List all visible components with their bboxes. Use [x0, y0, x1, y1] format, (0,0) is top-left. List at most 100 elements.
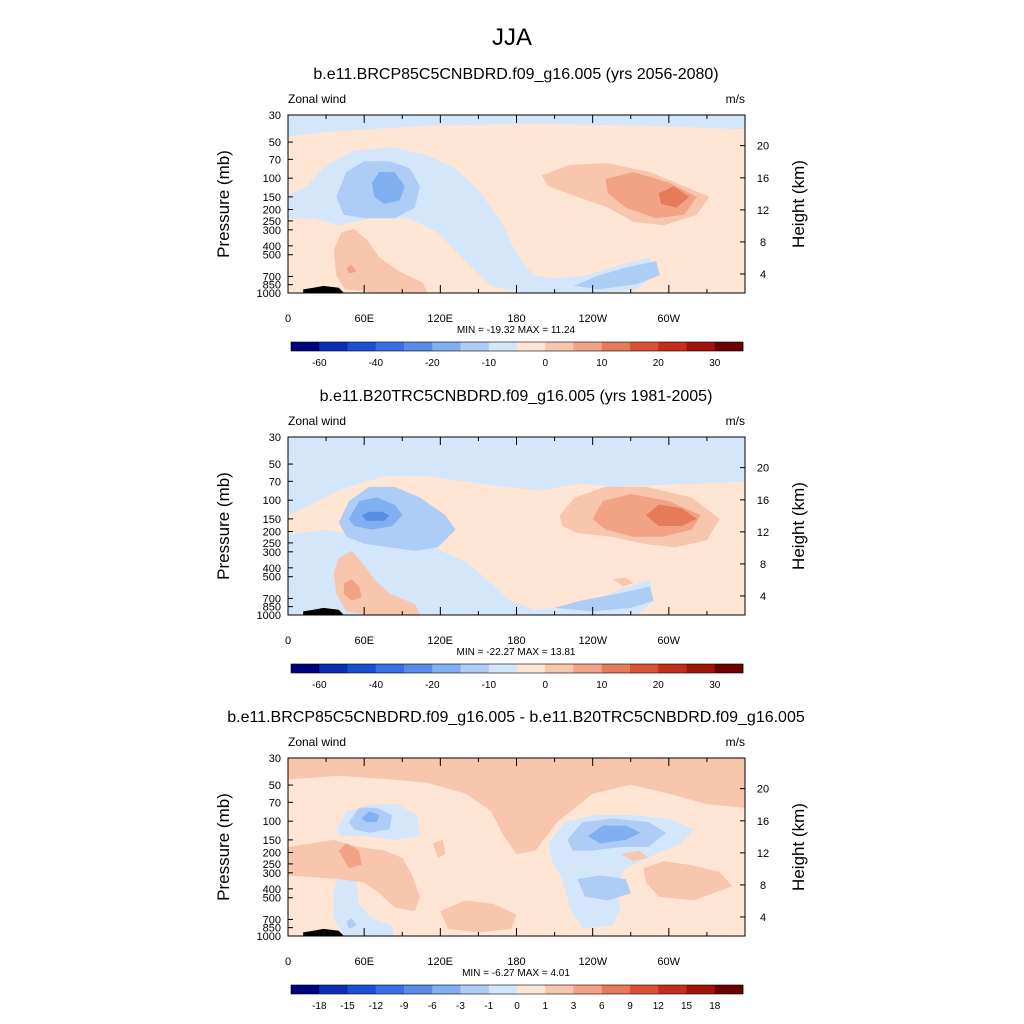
colorbar-swatch: [630, 342, 659, 351]
pressure-tick-label: 200: [263, 527, 281, 539]
min-max-stats: MIN = -22.27 MAX = 13.81: [457, 647, 576, 658]
pressure-tick-label: 100: [263, 495, 281, 507]
colorbar-swatch: [404, 342, 433, 351]
pressure-tick-label: 200: [263, 848, 281, 860]
contour-region: [587, 825, 641, 844]
left-label: Zonal wind: [288, 735, 346, 749]
left-label: Zonal wind: [288, 92, 346, 106]
colorbar-label: 30: [709, 680, 721, 691]
height-tick-label: 20: [757, 463, 769, 475]
pressure-tick-label: 30: [269, 432, 281, 444]
pressure-tick-label: 300: [263, 225, 281, 237]
contour-region: [288, 115, 745, 137]
contour-region: [288, 839, 420, 912]
x-tick-label: 120W: [578, 313, 607, 325]
y-axis-label-left: Pressure (mb): [214, 472, 233, 580]
pressure-tick-label: 1000: [257, 610, 281, 622]
height-tick-label: 4: [760, 591, 766, 603]
plot-area: [288, 115, 745, 293]
height-tick-label: 16: [757, 495, 769, 507]
contour-region: [573, 261, 660, 290]
x-tick-label: 60E: [355, 635, 375, 647]
y-axis-label-left: Pressure (mb): [214, 793, 233, 901]
colorbar-swatch: [347, 342, 377, 351]
panel-title: b.e11.BRCP85C5CNBDRD.f09_g16.005 (yrs 20…: [313, 66, 718, 83]
units-label: m/s: [726, 92, 745, 106]
x-tick-label: 180: [507, 956, 525, 968]
x-tick-label: 180: [507, 635, 525, 647]
colorbar-swatch: [517, 985, 546, 994]
pressure-tick-label: 70: [269, 797, 281, 809]
min-max-stats: MIN = -19.32 MAX = 11.24: [457, 325, 576, 336]
contour-region: [613, 577, 634, 587]
x-tick-label: 120W: [578, 635, 607, 647]
panels: b.e11.BRCP85C5CNBDRD.f09_g16.005 (yrs 20…: [214, 66, 808, 1012]
colorbar-swatch: [517, 342, 546, 351]
contour-region: [346, 918, 357, 929]
colorbar-swatch: [347, 664, 377, 673]
height-tick-label: 8: [760, 237, 766, 249]
colorbar-swatch: [658, 342, 687, 351]
pressure-tick-label: 150: [263, 192, 281, 204]
colorbar-label: 6: [599, 1001, 605, 1012]
pressure-tick-label: 1000: [257, 931, 281, 943]
colorbar-label: 10: [596, 680, 608, 691]
pressure-tick-label: 70: [269, 476, 281, 488]
colorbar-label: 0: [514, 1001, 520, 1012]
colorbar-swatch: [573, 664, 603, 673]
colorbar-swatch: [432, 985, 461, 994]
contour-region: [333, 228, 428, 293]
colorbar-label: -18: [312, 1001, 327, 1012]
chart-panel-1: b.e11.BRCP85C5CNBDRD.f09_g16.005 (yrs 20…: [214, 66, 808, 369]
colorbar-swatch: [460, 985, 490, 994]
terrain-mask: [303, 285, 344, 293]
pressure-tick-label: 850: [263, 602, 281, 614]
colorbar-frame: [290, 984, 744, 995]
colorbar-swatch: [714, 985, 744, 994]
height-tick-label: 12: [757, 527, 769, 539]
colorbar-label: 3: [571, 1001, 577, 1012]
height-tick-label: 4: [760, 269, 766, 281]
colorbar-label: 15: [681, 1001, 693, 1012]
contour-region: [646, 504, 697, 526]
x-tick-label: 120E: [427, 635, 453, 647]
x-tick-label: 180: [507, 313, 525, 325]
pressure-tick-label: 850: [263, 923, 281, 935]
colorbar-label: 20: [653, 358, 665, 369]
contour-region: [288, 437, 745, 516]
colorbar-swatch: [601, 664, 631, 673]
colorbar-swatch: [460, 342, 490, 351]
x-tick-label: 0: [285, 313, 291, 325]
pressure-tick-label: 1000: [257, 288, 281, 300]
plot-area: [288, 758, 745, 936]
units-label: m/s: [726, 735, 745, 749]
colorbar-label: -10: [482, 358, 497, 369]
pressure-tick-label: 150: [263, 835, 281, 847]
colorbar-swatch: [404, 985, 433, 994]
colorbar-swatch: [291, 342, 320, 351]
colorbar-swatch: [601, 985, 631, 994]
contour-region: [333, 864, 395, 936]
colorbar-swatch: [291, 664, 320, 673]
x-tick-label: 120E: [427, 956, 453, 968]
colorbar-swatch: [488, 985, 518, 994]
colorbar-swatch: [432, 342, 461, 351]
pressure-tick-label: 150: [263, 514, 281, 526]
figure-title: JJA: [492, 24, 532, 51]
colorbar-label: -40: [369, 358, 384, 369]
contour-region: [288, 758, 745, 855]
colorbar-swatch: [601, 342, 631, 351]
pressure-tick-label: 700: [263, 914, 281, 926]
pressure-tick-label: 500: [263, 250, 281, 262]
pressure-tick-label: 850: [263, 280, 281, 292]
colorbar-swatch: [658, 985, 687, 994]
colorbar-swatch: [686, 342, 716, 351]
x-tick-label: 60E: [355, 956, 375, 968]
colorbar-label: -15: [340, 1001, 355, 1012]
panel-title: b.e11.B20TRC5CNBDRD.f09_g16.005 (yrs 198…: [320, 388, 713, 405]
colorbar-swatch: [545, 985, 574, 994]
colorbar-swatch: [630, 985, 659, 994]
pressure-tick-label: 300: [263, 868, 281, 880]
colorbar-swatch: [432, 664, 461, 673]
